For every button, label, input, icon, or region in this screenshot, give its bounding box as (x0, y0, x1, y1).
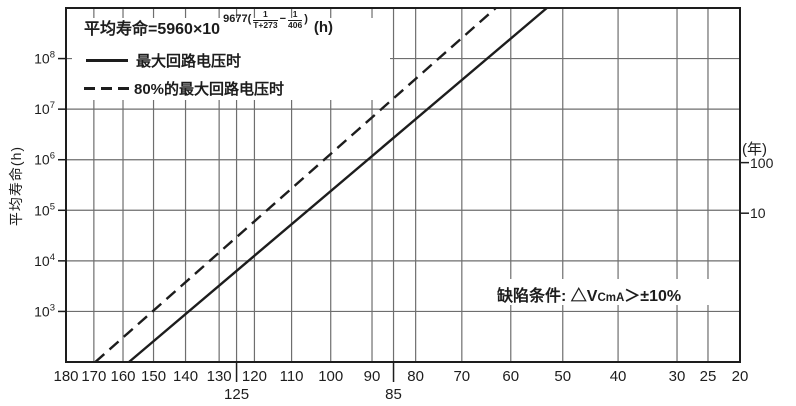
plot-border (65, 7, 741, 363)
y-tick-label: 108 (34, 50, 55, 67)
x-tick-label: 140 (173, 368, 198, 385)
y2-tick-label-10: 10 (750, 205, 766, 221)
x-tick-label: 50 (554, 368, 571, 385)
x-tick-label: 120 (242, 368, 267, 385)
x-tick-label: 80 (407, 368, 424, 385)
y2-axis-title: (年) (742, 141, 767, 158)
x-tick-label: 20 (732, 368, 749, 385)
x-tick-label: 100 (318, 368, 343, 385)
y2-tick-label-100: 100 (750, 155, 774, 171)
defect-condition-annotation: 缺陷条件: △VCmA＞±10% (497, 288, 682, 305)
x-tick-label: 150 (141, 368, 166, 385)
x-tick-label: 110 (280, 368, 304, 385)
x-tick-label: 60 (502, 368, 519, 385)
x-tick-label: 130 (207, 368, 232, 385)
x-tick-label: 25 (700, 368, 717, 385)
series-line-dashed (94, 7, 497, 363)
x-tick-label-highlighted: 85 (385, 386, 402, 403)
x-tick-label: 90 (364, 368, 381, 385)
legend-label-80pct-voltage: 80%的最大回路电压时 (134, 81, 285, 98)
subscript-CmA: CmA (597, 292, 625, 304)
series-line-solid (128, 7, 548, 363)
legend-label-max-voltage: 最大回路电压时 (136, 53, 242, 70)
legend-item-80pct-voltage: 80%的最大回路电压时 (84, 78, 284, 99)
x-tick-label: 40 (610, 368, 627, 385)
x-tick-label: 70 (453, 368, 470, 385)
formula-exponent: 9677(1 T+273−1 406) (223, 9, 308, 30)
x-tick-label: 170 (81, 368, 106, 385)
y-tick-label: 106 (34, 151, 55, 168)
y-tick-label: 103 (34, 302, 55, 319)
fraction-1-over-406: 1 406 (288, 9, 303, 30)
formula-unit: (h) (313, 18, 334, 36)
legend-item-max-voltage: 最大回路电压时 (86, 50, 241, 71)
annotation-mask (493, 279, 719, 305)
x-tick-label: 180 (53, 368, 78, 385)
x-tick-label-highlighted: 125 (224, 386, 249, 403)
y-axis-title: 平均寿命(h) (8, 145, 24, 227)
y-tick-label: 105 (34, 201, 55, 218)
x-tick-label: 160 (110, 368, 135, 385)
x-tick-label: 30 (669, 368, 686, 385)
formula-base: 平均寿命=5960×10 (84, 21, 221, 38)
fraction-1-over-T-plus-273: 1 T+273 (253, 9, 278, 30)
y-tick-label: 104 (34, 252, 55, 269)
y-tick-label: 107 (34, 100, 55, 117)
dashed-line-sample (84, 87, 130, 90)
solid-line-sample (86, 59, 128, 62)
lifetime-formula: 平均寿命=5960×10 9677(1 T+273−1 406) (h) (84, 9, 334, 40)
